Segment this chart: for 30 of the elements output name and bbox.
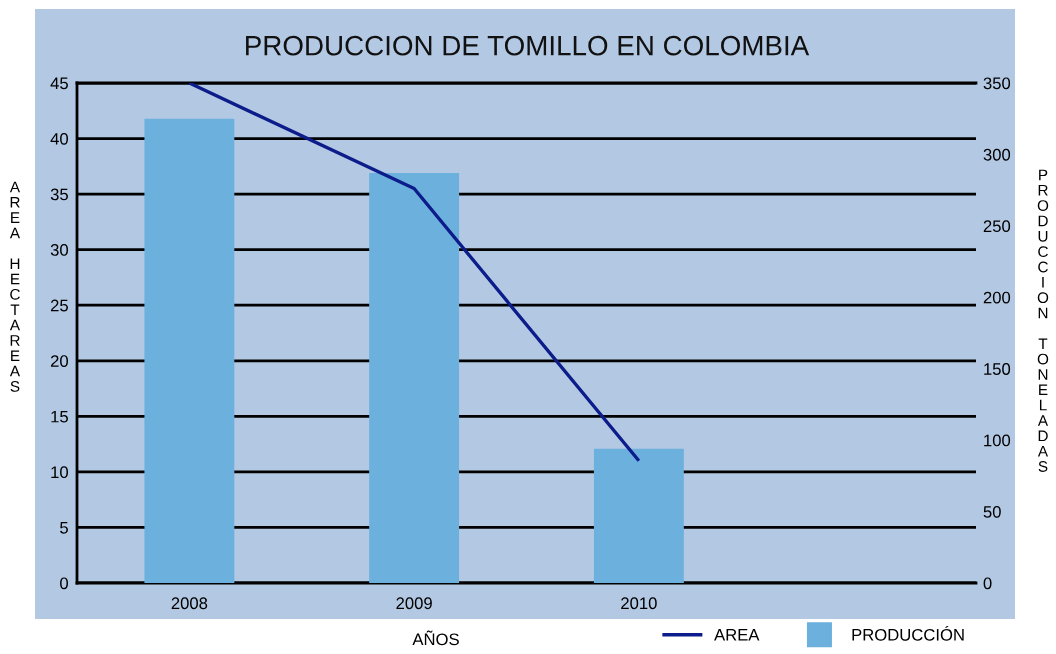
y-tick-label: 15 — [51, 410, 68, 423]
x-tick-label: 2009 — [396, 597, 432, 610]
y-tick-label: 0 — [60, 577, 69, 590]
y2-tick-label: 350 — [983, 77, 1011, 90]
legend-label: AREA — [714, 629, 760, 641]
bar — [593, 448, 684, 583]
x-tick-label: 2010 — [621, 597, 657, 610]
text: AREA HECTAREAS — [9, 181, 21, 392]
x-axis-title: AÑOS — [412, 630, 459, 646]
chart-title: PRODUCCION DE TOMILLO EN COLOMBIA — [246, 35, 810, 56]
y2-tick-label: 50 — [983, 505, 1001, 518]
y-tick-label: 45 — [50, 77, 68, 90]
bar — [144, 118, 235, 583]
y2-tick-label: 300 — [983, 148, 1011, 161]
text: PRODUCCION TONELADAS — [1037, 169, 1049, 472]
x-tick-label: 2008 — [171, 597, 208, 610]
y-tick-label: 20 — [50, 355, 69, 367]
y-tick-label: 40 — [50, 132, 69, 145]
bar — [369, 173, 460, 583]
y2-tick-label: 250 — [983, 220, 1011, 233]
legend-label: PRODUCCIÓN — [852, 626, 964, 641]
y2-tick-label: 100 — [984, 434, 1011, 447]
y2-tick-label: 0 — [983, 577, 992, 590]
y-tick-label: 30 — [50, 244, 69, 256]
y-tick-label: 25 — [50, 299, 68, 312]
y2-tick-label: 150 — [984, 363, 1011, 375]
y-tick-label: 35 — [50, 188, 68, 201]
y2-tick-label: 200 — [983, 291, 1011, 304]
y-tick-label: 5 — [60, 522, 68, 534]
y-tick-label: 10 — [51, 466, 69, 479]
